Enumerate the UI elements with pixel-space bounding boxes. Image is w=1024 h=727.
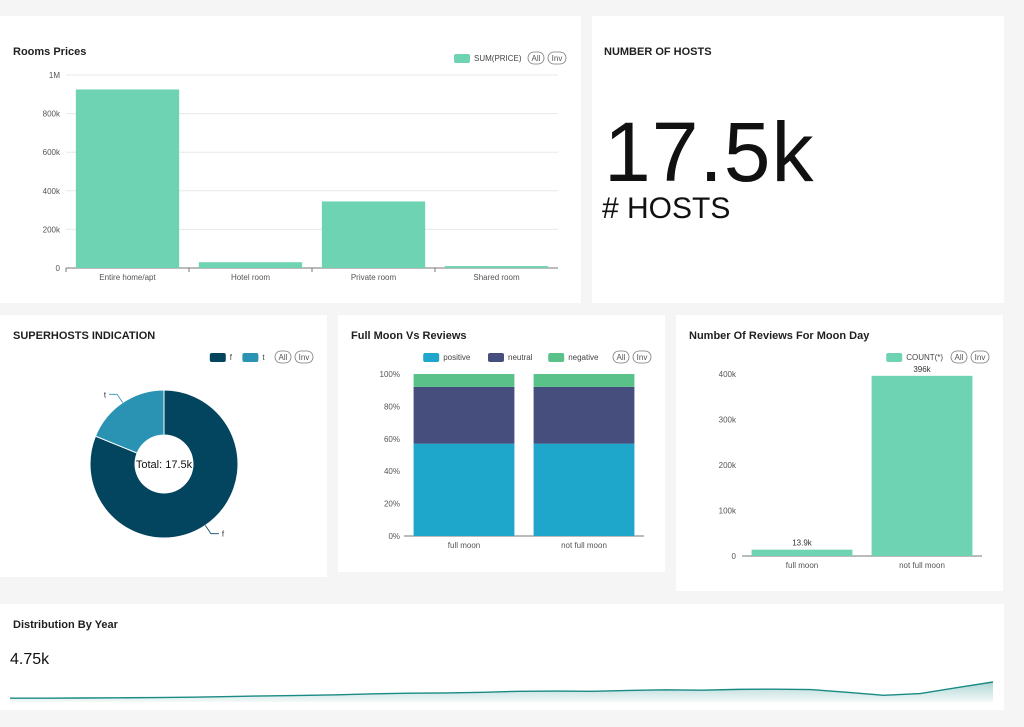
legend-item-swatch[interactable] [488,353,504,362]
y-tick-label: 60% [384,435,400,444]
pie-leader-line [109,393,124,403]
y-tick-label: 80% [384,402,400,411]
y-tick-label: 600k [43,148,61,157]
y-tick-label: 300k [719,416,737,425]
pie-center-label: Total: 17.5k [136,459,193,471]
legend-item-label: t [262,353,265,362]
rooms-prices-chart: 0 200k 400k 600k 800k 1M Entire home/apt Hotel … [43,51,567,282]
distribution-sparkline [10,681,994,702]
y-tick-label: 800k [43,110,61,119]
bar[interactable] [198,262,303,268]
full-moon-chart: 0% 20% 40% 60% 80% 100% full moon not full moon… [380,350,652,550]
full-moon-title: Full Moon Vs Reviews [351,330,467,342]
pie-slice[interactable] [94,389,165,454]
legend-item-label: neutral [508,353,533,362]
legend-inv-button[interactable] [632,350,652,364]
legend-all-label: All [617,353,626,362]
legend-item-label: positive [443,353,471,362]
legend-item-swatch[interactable] [242,353,259,362]
x-tick-label: not full moon [561,541,607,550]
y-tick-label: 1M [49,71,60,80]
y-tick-label: 400k [719,370,737,379]
x-tick-label: Private room [351,273,397,282]
x-tick-label: not full moon [899,561,945,570]
legend-inv-button[interactable] [970,350,990,364]
x-tick-label: full moon [448,541,480,550]
stacked-bar-segment[interactable] [413,386,515,444]
legend-all-button[interactable] [612,350,630,364]
stacked-bar-segment[interactable] [413,374,515,387]
rooms-prices-card: Rooms Prices 0 200k 400k 600k 800k 1M Entire h… [0,16,581,303]
pie-slice[interactable] [89,389,239,539]
legend-inv-label: Inv [637,353,648,362]
bar[interactable] [75,89,180,268]
x-tick-label: Hotel room [231,273,270,282]
legend-all-button[interactable] [950,350,968,364]
y-tick-label: 20% [384,500,400,509]
legend-inv-button[interactable] [294,350,314,364]
y-tick-label: 0 [732,552,737,561]
legend-inv-label: Inv [975,353,986,362]
superhosts-card: SUPERHOSTS INDICATION Total: 17.5k f t All I… [0,315,327,577]
bar[interactable] [871,375,973,556]
legend-item-swatch[interactable] [209,353,226,362]
legend-all-button[interactable] [274,350,292,364]
reviews-moon-day-card: Number Of Reviews For Moon Day 0 100k 200k… [676,315,1003,591]
distribution-card: Distribution By Year 4.75k [0,604,1004,710]
stacked-bar-segment[interactable] [533,374,635,387]
rooms-prices-title: Rooms Prices [13,46,87,58]
hosts-big-number: 17.5k [604,105,815,199]
distribution-title: Distribution By Year [13,619,118,631]
distribution-value: 4.75k [10,651,50,668]
legend-item-label: SUM(PRICE) [474,54,522,63]
y-tick-label: 40% [384,467,400,476]
legend-inv-label: Inv [552,54,563,63]
x-tick-label: Shared room [473,273,520,282]
legend-item-label: f [230,353,233,362]
legend-item-swatch[interactable] [886,353,903,362]
y-tick-label: 200k [719,461,737,470]
stacked-bar-segment[interactable] [533,443,635,536]
pie-slice-label: f [222,530,225,539]
number-of-hosts-title: NUMBER OF HOSTS [604,46,712,58]
full-moon-card: Full Moon Vs Reviews 0% 20% 40% 60% 80% 100% f… [338,315,665,572]
legend-item-label: COUNT(*) [906,353,943,362]
superhosts-chart: Total: 17.5k f t All Inv t f [89,350,314,539]
legend-item-swatch[interactable] [548,353,565,362]
number-of-hosts-card: NUMBER OF HOSTS 17.5k # HOSTS [592,16,1004,303]
y-tick-label: 100% [380,370,400,379]
bar-data-label: 396k [913,365,931,374]
reviews-moon-day-title: Number Of Reviews For Moon Day [689,330,870,342]
x-tick-label: Entire home/apt [99,273,156,282]
bar-data-label: 13.9k [792,539,813,548]
superhosts-title: SUPERHOSTS INDICATION [13,330,156,342]
y-tick-label: 400k [43,187,61,196]
legend-item-swatch[interactable] [454,54,470,63]
legend-item-swatch[interactable] [423,353,440,362]
hosts-subheader: # HOSTS [602,192,731,225]
stacked-bar-segment[interactable] [413,443,515,536]
legend-all-label: All [532,54,541,63]
legend-all-label: All [955,353,964,362]
bar[interactable] [751,549,853,556]
sparkline-line[interactable] [10,681,994,699]
legend-all-label: All [279,353,288,362]
legend-item-label: negative [568,353,599,362]
bar[interactable] [321,201,426,268]
legend-inv-button[interactable] [547,51,567,65]
y-tick-label: 200k [43,225,61,234]
x-tick-label: full moon [786,561,818,570]
stacked-bar-segment[interactable] [533,386,635,444]
y-tick-label: 0 [56,264,61,273]
legend-all-button[interactable] [527,51,545,65]
bar[interactable] [444,266,549,268]
y-tick-label: 0% [388,532,400,541]
pie-slice-label: t [104,390,107,399]
y-tick-label: 100k [719,507,737,516]
legend-inv-label: Inv [299,353,310,362]
reviews-moon-day-chart: 0 100k 200k 300k 400k 13.9k full moon 396k not f… [719,350,990,570]
pie-leader-line [204,525,219,535]
